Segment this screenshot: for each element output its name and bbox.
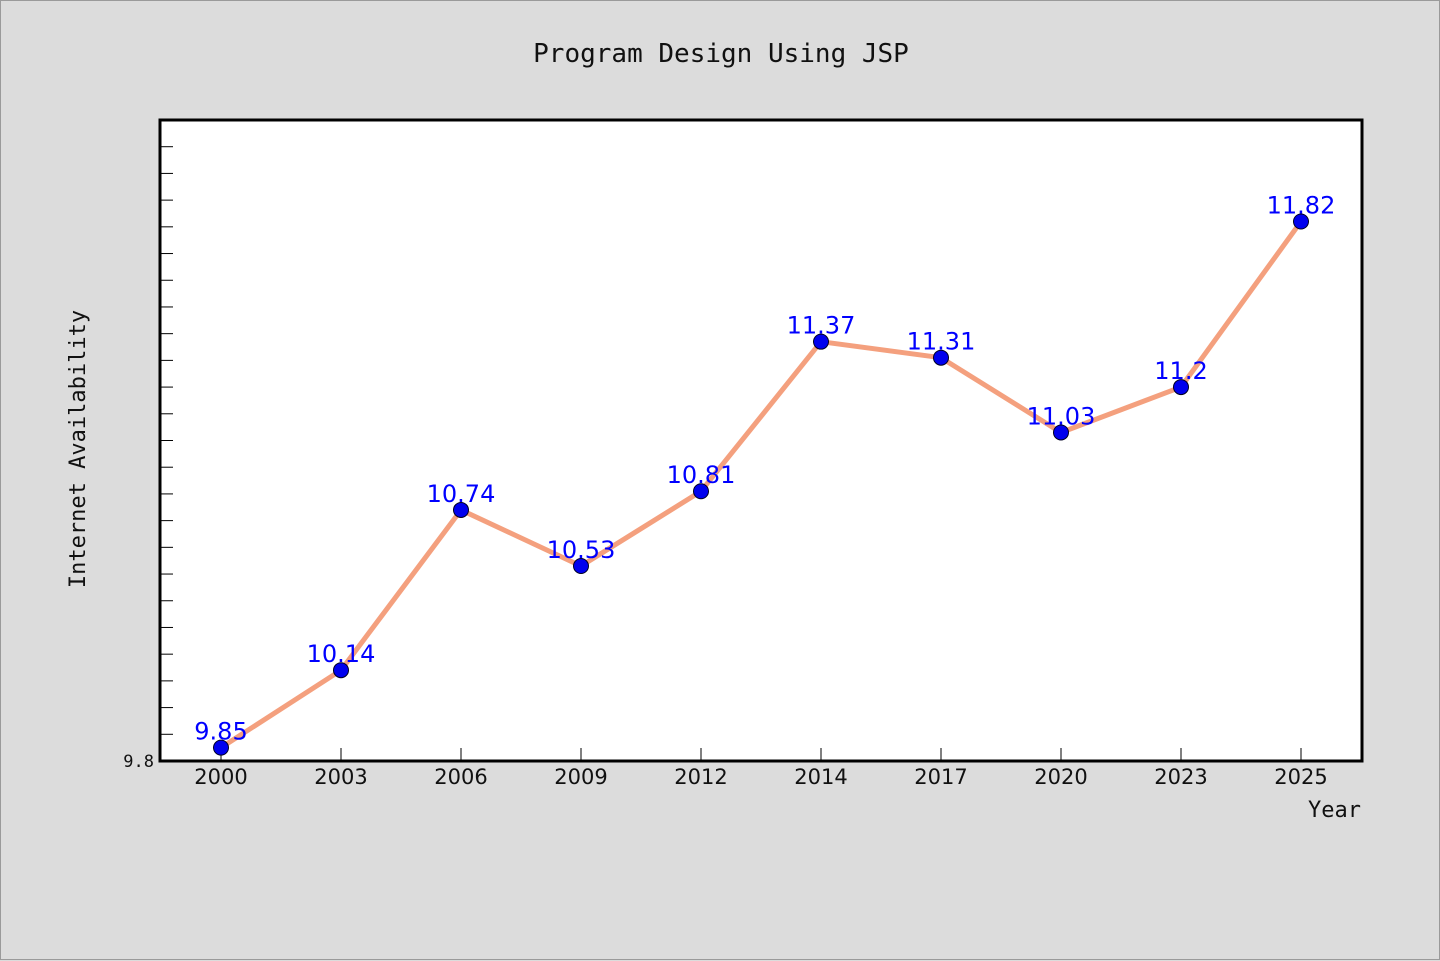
data-label-2014: 11.37 (787, 312, 856, 340)
series-line (218, 218, 1304, 751)
data-point-2009 (573, 558, 589, 575)
series-group (213, 213, 1309, 756)
data-label-2023: 11.2 (1154, 357, 1207, 385)
plot-area (158, 118, 1364, 763)
data-label-2020: 11.03 (1027, 402, 1096, 430)
x-tick-label-2003: 2003 (314, 765, 367, 789)
x-axis-ticks (220, 748, 1302, 761)
data-point-2003 (333, 662, 349, 679)
x-tick-label-2012: 2012 (674, 765, 727, 789)
data-label-2017: 11.31 (907, 328, 976, 356)
data-label-2006: 10.74 (427, 480, 496, 508)
data-labels-group: 9.85 10.14 10.74 10.53 10.81 11.37 11.31 11.03 1… (194, 191, 1335, 745)
chart-title: Program Design Using JSP (533, 39, 909, 69)
data-point-2017 (933, 349, 949, 366)
x-axis-title: Year (1308, 798, 1361, 823)
x-tick-label-2020: 2020 (1034, 765, 1087, 789)
x-tick-label-2023: 2023 (1154, 765, 1207, 789)
data-point-2006 (453, 501, 469, 518)
x-tick-label-2009: 2009 (554, 765, 607, 789)
x-tick-label-2006: 2006 (434, 765, 487, 789)
x-tick-label-2014: 2014 (794, 765, 847, 789)
data-label-2025: 11.82 (1267, 191, 1336, 219)
x-tick-label-2017: 2017 (914, 765, 967, 789)
x-tick-label-2025: 2025 (1274, 765, 1327, 789)
data-label-2003: 10.14 (307, 640, 376, 668)
y-tick-label: 9.8 (123, 752, 154, 772)
data-label-2012: 10.81 (667, 461, 736, 489)
data-point-2020 (1053, 424, 1069, 441)
data-point-2025 (1293, 213, 1309, 230)
data-point-2000 (213, 739, 229, 756)
y-axis-title: Internet Availability (66, 310, 91, 588)
x-tick-label-2000: 2000 (194, 765, 247, 789)
x-axis-tick-labels: 2000 2003 2006 2009 2012 2014 2017 2020 2023 2025 (194, 765, 1327, 789)
data-point-2012 (693, 483, 709, 500)
y-axis-ticks (160, 146, 173, 735)
data-point-2014 (813, 333, 829, 350)
data-point-2023 (1173, 379, 1189, 396)
y-axis-tick-labels: 9.8 (123, 752, 154, 772)
data-label-2009: 10.53 (547, 536, 616, 564)
data-label-2000: 9.85 (194, 718, 247, 746)
